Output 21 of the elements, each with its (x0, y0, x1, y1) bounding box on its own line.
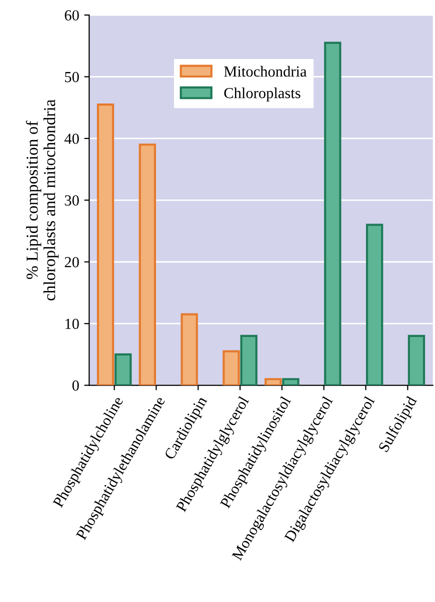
y-tick-label: 30 (64, 195, 79, 206)
legend-label: Chloroplasts (224, 88, 300, 102)
y-tick-label: 50 (65, 72, 79, 82)
legend-label: Mitochondria (224, 66, 307, 77)
bar (138, 144, 156, 386)
bar (324, 42, 342, 386)
bar (264, 378, 282, 386)
bar (222, 350, 240, 386)
bar (408, 334, 426, 386)
bar (366, 224, 384, 386)
y-tick-label: 60 (64, 10, 79, 20)
y-tick-label: 10 (66, 318, 79, 330)
bar (282, 378, 300, 386)
y-tick-label: 40 (64, 134, 79, 144)
bar (240, 334, 258, 386)
y-tick-label: 0 (72, 380, 79, 391)
bar (180, 313, 198, 386)
bar (114, 353, 132, 386)
y-axis-title: % Lipid composition of chloroplasts and mitochondria (26, 99, 59, 300)
y-tick-label: 20 (64, 257, 79, 268)
bar (96, 103, 114, 386)
